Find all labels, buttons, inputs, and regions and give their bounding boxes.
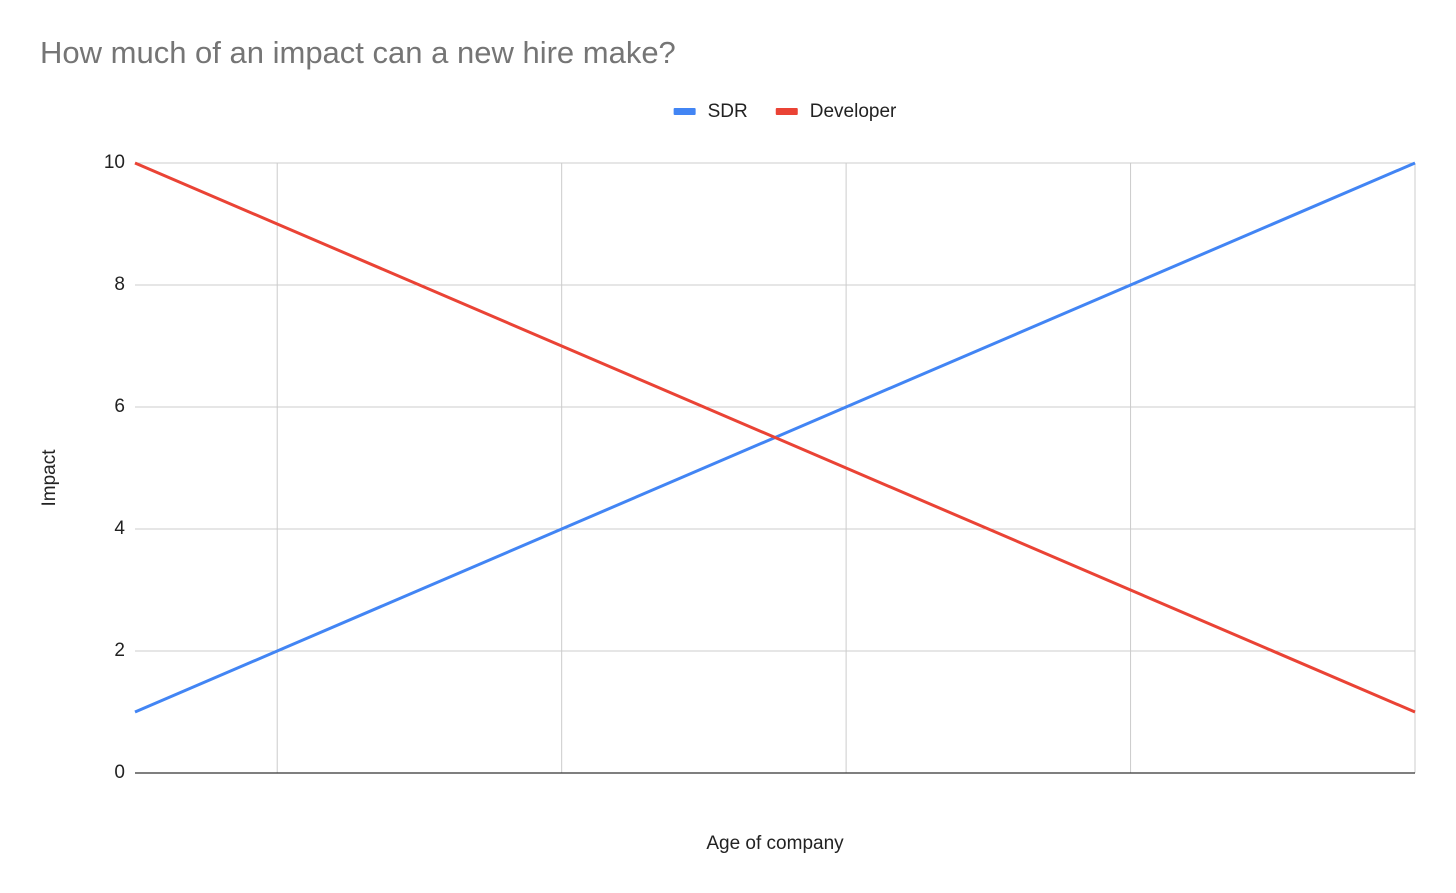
legend-label: SDR xyxy=(708,101,748,122)
y-tick-label: 6 xyxy=(114,396,125,417)
legend-swatch xyxy=(775,108,798,115)
y-tick-label: 10 xyxy=(104,152,125,173)
x-axis-label: Age of company xyxy=(706,833,844,854)
y-axis-label: Impact xyxy=(39,449,60,507)
y-tick-label: 4 xyxy=(114,518,125,539)
legend-swatch xyxy=(673,108,696,115)
series-line xyxy=(134,161,1416,714)
series-line xyxy=(134,161,1416,714)
y-tick-label: 8 xyxy=(114,274,125,295)
legend-label: Developer xyxy=(810,101,897,122)
chart-title: How much of an impact can a new hire mak… xyxy=(40,35,676,70)
y-tick-label: 2 xyxy=(114,640,125,661)
y-tick-label: 0 xyxy=(114,762,125,783)
